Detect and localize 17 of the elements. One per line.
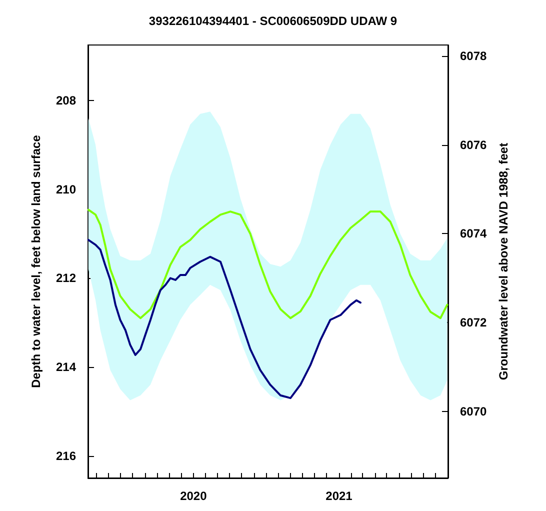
- x-tick-label: 2020: [180, 489, 208, 503]
- line-series: [87, 238, 362, 400]
- y-axis-title: Depth to water level, feet below land surface: [29, 134, 43, 388]
- y2-tick-label: 6076: [460, 138, 488, 152]
- y2-tick-label: 6078: [460, 49, 488, 64]
- y2-tick-label: 6074: [460, 226, 488, 241]
- y-tick-label: 214: [56, 360, 76, 374]
- y2-tick-label: 6072: [460, 316, 488, 330]
- y-tick-label: 216: [56, 448, 76, 463]
- line-series: [87, 208, 448, 320]
- y-tick-label: 212: [56, 271, 76, 286]
- y-tick-label: 208: [56, 94, 76, 108]
- y-tick-label: 210: [56, 182, 76, 196]
- y2-tick-label: 6070: [460, 404, 488, 418]
- chart-title: 393226104394401 - SC00606509DD UDAW 9: [148, 14, 398, 28]
- y2-axis-title: Groundwater level above NAVD 1988, feet: [496, 142, 511, 380]
- x-tick-label: 2021: [326, 489, 353, 503]
